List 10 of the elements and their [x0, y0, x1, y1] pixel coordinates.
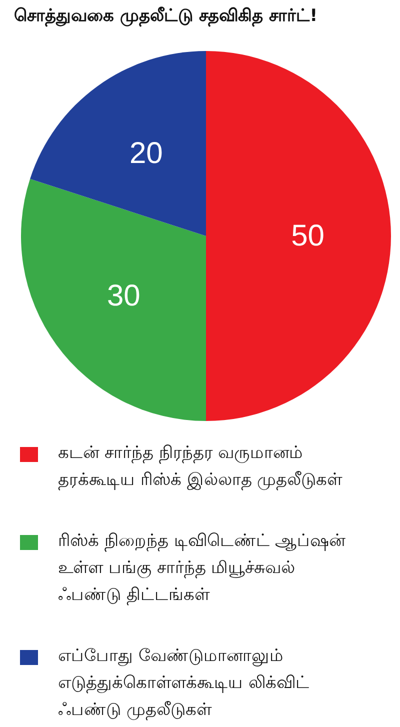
pie-slice [21, 178, 206, 421]
data-label: 20 [130, 137, 163, 170]
pie-slice [206, 51, 391, 421]
legend-label: ரிஸ்க் நிறைந்த டிவிடெண்ட் ஆப்ஷன் உள்ள பங்கு சார்ந்த மியூச்சுவல் ஃபண்டு திட்டங்கள் [58, 530, 346, 608]
legend-label: கடன் சார்ந்த நிரந்தர வருமானம் தரக்கூடிய ரிஸ்க் இல்லாத முதலீடுகள் [58, 442, 344, 492]
pie-slice [30, 51, 206, 236]
legend-label: எப்போது வேண்டுமானாலும் எடுத்துக்கொள்ளக்கூடிய லிக்விட் ஃபண்டு முதலீடுகள் [58, 645, 310, 722]
data-label: 50 [291, 220, 324, 252]
data-label: 30 [106, 279, 140, 312]
chart-title: சொத்துவகை முதலீட்டு சதவிகித சார்ட்! [14, 6, 318, 27]
